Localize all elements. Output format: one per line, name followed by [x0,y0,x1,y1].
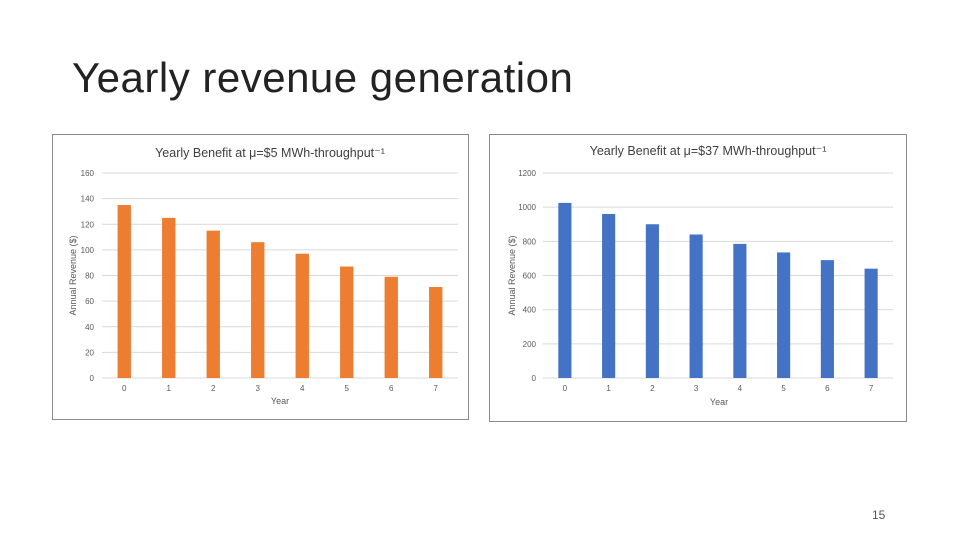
page-number: 15 [872,508,886,522]
x-tick-label: 4 [738,384,743,393]
y-axis-title: Annual Revenue ($) [68,235,78,315]
x-tick-label: 2 [211,384,216,393]
y-tick-label: 400 [523,306,537,315]
y-tick-label: 0 [90,374,95,383]
y-tick-label: 120 [81,220,95,229]
bar-year-1 [162,217,176,378]
slide-title: Yearly revenue generation [72,54,574,101]
y-tick-label: 1000 [518,203,536,212]
x-tick-label: 6 [389,384,394,393]
y-tick-label: 160 [81,169,95,178]
y-tick-label: 0 [532,374,537,383]
chart-benefit-mu5-svg: Yearly Benefit at μ=$5 MWh-throughput⁻¹ 0… [68,146,458,406]
bar-year-0 [558,202,572,378]
x-tick-label: 5 [345,384,350,393]
x-tick-label: 5 [781,384,786,393]
y-tick-label: 20 [85,348,94,357]
bar-year-2 [206,230,220,378]
y-axis-title: Annual Revenue ($) [507,235,517,315]
y-tick-label: 80 [85,272,94,281]
x-tick-label: 4 [300,384,305,393]
chart-benefit-mu37: Yearly Benefit at μ=$37 MWh-throughput⁻¹… [489,134,907,422]
chart-benefit-mu5: Yearly Benefit at μ=$5 MWh-throughput⁻¹ 0… [52,134,469,420]
bar-year-6 [384,276,398,378]
chart-title: Yearly Benefit at μ=$5 MWh-throughput⁻¹ [155,146,385,160]
chart-benefit-mu37-svg: Yearly Benefit at μ=$37 MWh-throughput⁻¹… [507,144,893,407]
bar-year-4 [733,243,747,378]
bar-year-7 [429,287,443,378]
bar-year-6 [820,260,834,378]
x-tick-label: 7 [869,384,874,393]
x-tick-label: 2 [650,384,655,393]
bar-year-2 [645,224,659,378]
x-tick-label: 0 [563,384,568,393]
y-tick-label: 40 [85,323,94,332]
bar-year-0 [117,205,131,378]
bar-year-1 [602,214,616,378]
chart-title: Yearly Benefit at μ=$37 MWh-throughput⁻¹ [590,144,827,158]
x-tick-label: 3 [256,384,261,393]
bar-year-5 [340,266,354,378]
bar-year-5 [777,252,791,378]
x-tick-label: 3 [694,384,699,393]
x-tick-label: 1 [606,384,611,393]
y-tick-label: 1200 [518,169,536,178]
bar-year-3 [689,234,703,378]
x-tick-label: 0 [122,384,127,393]
x-tick-label: 7 [434,384,439,393]
y-tick-label: 200 [523,340,537,349]
y-tick-label: 100 [81,246,95,255]
bar-year-3 [251,242,265,378]
x-axis-title: Year [710,397,728,407]
x-tick-label: 1 [167,384,172,393]
x-tick-label: 6 [825,384,830,393]
y-tick-label: 140 [81,195,95,204]
y-tick-label: 800 [523,237,537,246]
y-tick-label: 60 [85,297,94,306]
x-axis-title: Year [271,396,289,406]
y-tick-label: 600 [523,272,537,281]
bar-year-7 [864,268,878,378]
bar-year-4 [295,253,309,378]
